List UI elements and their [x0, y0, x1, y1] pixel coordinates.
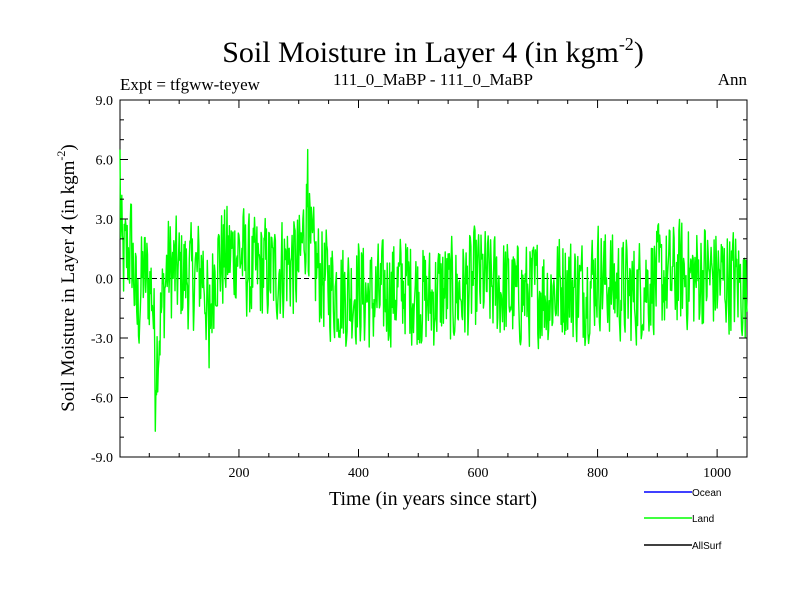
chart-title-sup: -2: [619, 34, 634, 54]
x-tick-label: 400: [348, 466, 369, 481]
x-tick-label: 200: [228, 466, 249, 481]
y-axis: -9.0 -6.0 -3.0 0.0 3.0 6.0 9.0: [91, 94, 747, 466]
subtitle-right: Ann: [718, 70, 748, 89]
y-axis-label-close: ): [58, 144, 79, 150]
x-axis-label: Time (in years since start): [329, 488, 537, 510]
legend-label-allsurf: AllSurf: [692, 541, 722, 552]
y-tick-label: -6.0: [91, 392, 113, 407]
y-axis-label: Soil Moisture in Layer 4 (in kgm-2): [54, 144, 79, 412]
y-tick-label: 0.0: [96, 273, 114, 288]
legend: Ocean Land AllSurf: [644, 488, 722, 552]
x-tick-label: 800: [587, 466, 608, 481]
y-tick-label: 6.0: [96, 154, 114, 169]
y-tick-label: 3.0: [96, 213, 114, 228]
series-line-land: [119, 148, 748, 432]
y-tick-label: -9.0: [91, 451, 113, 466]
x-tick-label: 1000: [703, 466, 731, 481]
chart-title-close: ): [634, 36, 644, 69]
y-tick-label: 9.0: [96, 94, 114, 109]
x-tick-label: 600: [468, 466, 489, 481]
chart-title-main: Soil Moisture in Layer 4 (in kgm: [222, 36, 619, 69]
chart-title: Soil Moisture in Layer 4 (in kgm-2): [222, 34, 644, 69]
legend-label-land: Land: [692, 514, 714, 525]
subtitle-center: 111_0_MaBP - 111_0_MaBP: [333, 70, 533, 89]
legend-label-ocean: Ocean: [692, 488, 721, 499]
x-axis: 200 400 600 800 1000: [148, 100, 731, 481]
y-tick-label: -3.0: [91, 332, 113, 347]
y-axis-label-main: Soil Moisture in Layer 4 (in kgm: [58, 160, 79, 411]
subtitle-left: Expt = tfgww-teyew: [120, 75, 261, 94]
y-axis-label-sup: -2: [54, 151, 68, 161]
